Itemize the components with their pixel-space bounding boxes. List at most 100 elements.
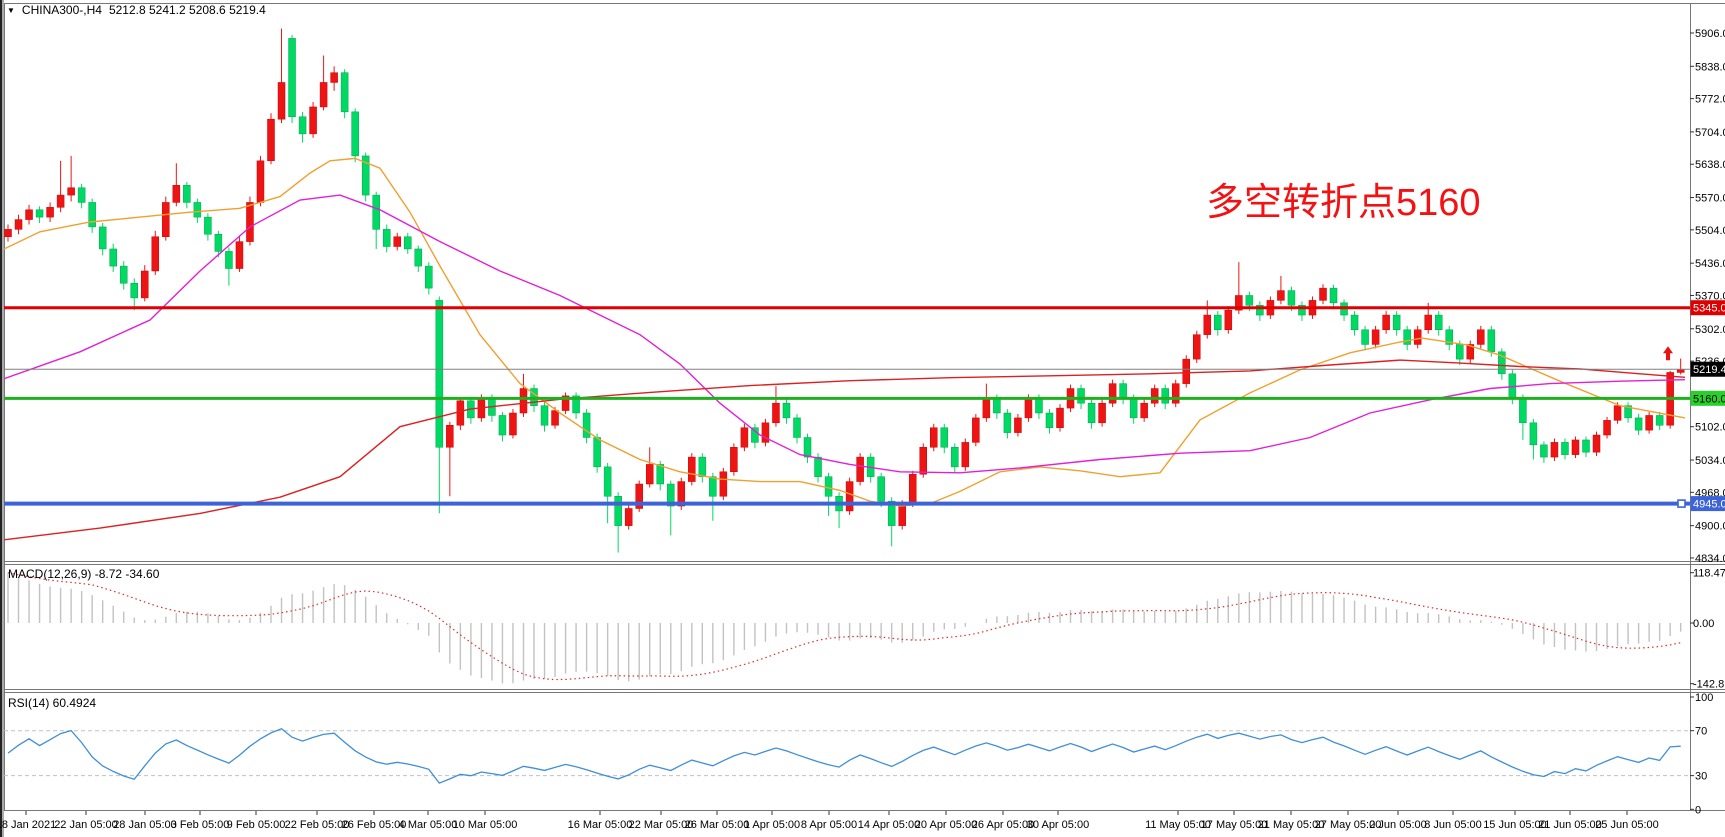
candle <box>56 194 65 208</box>
time-axis-label: 8 Jun 05:00 <box>1424 819 1482 831</box>
candle <box>1182 358 1190 384</box>
candle <box>951 447 959 468</box>
candle <box>603 466 612 497</box>
price-axis-tick: 4900.0 <box>1695 521 1725 533</box>
rsi-axis-tick: 100 <box>1695 692 1713 704</box>
macd-axis-tick: -142.8 <box>1693 679 1724 691</box>
candle <box>1498 351 1506 375</box>
candle <box>77 187 86 203</box>
candle <box>35 209 44 218</box>
symbol-dropdown-icon[interactable]: ▼ <box>7 6 15 15</box>
macd-axis-tick: 0.00 <box>1693 618 1714 630</box>
candle <box>193 202 202 218</box>
time-axis-label: 22 Jan 05:00 <box>54 819 118 831</box>
candle <box>404 236 412 250</box>
candle <box>1413 329 1422 345</box>
ma-orange <box>4 157 1686 507</box>
time-axis-label: 18 Jan 2021 <box>0 819 56 831</box>
arrow-up-marker <box>1663 346 1673 361</box>
time-axis-label: 26 Feb 05:00 <box>342 819 407 831</box>
candle <box>88 202 96 228</box>
ma-magenta <box>4 194 1686 474</box>
candle <box>961 442 970 468</box>
candle <box>361 155 370 196</box>
candle <box>14 219 23 230</box>
candle <box>67 187 75 196</box>
price-axis[interactable]: 5906.0 5838.0 5772.0 5704.0 5638.0 5570.0 5504… <box>1690 28 1725 816</box>
candle <box>1150 388 1159 404</box>
candle <box>4 229 12 237</box>
candle <box>1056 407 1064 428</box>
candle <box>898 503 906 526</box>
candle <box>1445 329 1453 345</box>
candle <box>719 471 728 497</box>
candle <box>183 185 191 203</box>
macd-signal-line <box>7 572 1681 681</box>
price-level-lines <box>4 306 1690 508</box>
candle <box>1203 314 1212 335</box>
price-axis-tick: 5704.0 <box>1695 127 1725 139</box>
candle <box>677 481 686 507</box>
time-axis-label: 15 Jun 05:00 <box>1483 819 1547 831</box>
price-badge-label: 5345.0 <box>1693 303 1725 315</box>
candle <box>1519 398 1527 424</box>
price-axis-tick: 5370.0 <box>1695 290 1725 302</box>
candle <box>309 106 317 135</box>
rsi-axis-tick: 70 <box>1695 726 1707 738</box>
rsi-axis-tick: 0 <box>1695 804 1701 816</box>
candle <box>1371 329 1380 345</box>
time-axis-label: 16 Mar 05:00 <box>568 819 633 831</box>
price-axis-tick: 5504.0 <box>1695 225 1725 237</box>
analyst-annotation: 多空转折点5160 <box>1206 182 1481 224</box>
candle <box>740 427 749 448</box>
candle <box>1361 329 1369 345</box>
candle <box>1645 415 1653 431</box>
candle <box>288 38 296 117</box>
candle <box>614 496 622 526</box>
candle <box>1529 422 1538 446</box>
candle <box>930 427 938 448</box>
candle <box>1087 402 1096 424</box>
time-axis-label: 9 Feb 05:00 <box>227 819 286 831</box>
rsi-label: RSI(14) 60.4924 <box>8 696 97 710</box>
candle <box>1634 417 1643 431</box>
chart-title-bar: ▼ CHINA300-,H4 5212.8 5241.2 5208.6 5219… <box>7 3 266 17</box>
candle <box>656 464 664 485</box>
candle <box>1561 442 1569 455</box>
candle <box>1045 412 1054 428</box>
candle <box>772 402 780 424</box>
candle <box>141 270 149 299</box>
candle <box>372 194 380 230</box>
candle <box>1403 329 1411 345</box>
candle <box>1193 334 1201 360</box>
candle <box>635 483 643 509</box>
candle <box>1550 442 1559 458</box>
candle <box>593 437 601 468</box>
candle <box>1477 329 1485 345</box>
time-axis-label: 21 Jun 05:00 <box>1538 819 1602 831</box>
candle <box>162 202 170 237</box>
candle <box>624 508 633 526</box>
candle <box>1456 344 1464 360</box>
candle <box>1171 383 1180 404</box>
price-badge-label: 5160.0 <box>1693 393 1725 405</box>
candle <box>908 473 917 504</box>
candle <box>509 412 517 436</box>
candle <box>214 234 223 252</box>
candle <box>698 456 707 477</box>
candle <box>551 410 559 426</box>
candle <box>1392 314 1401 331</box>
price-badge-4945.0 <box>1690 496 1725 512</box>
candle <box>1024 398 1033 419</box>
price-axis-tick: 4834.0 <box>1695 553 1725 565</box>
time-axis-label: 10 Mar 05:00 <box>453 819 518 831</box>
candle <box>1224 309 1233 331</box>
candle <box>1298 305 1306 316</box>
candle <box>1235 295 1243 311</box>
candle <box>972 417 980 443</box>
candle <box>498 415 507 436</box>
candle <box>1655 415 1664 426</box>
